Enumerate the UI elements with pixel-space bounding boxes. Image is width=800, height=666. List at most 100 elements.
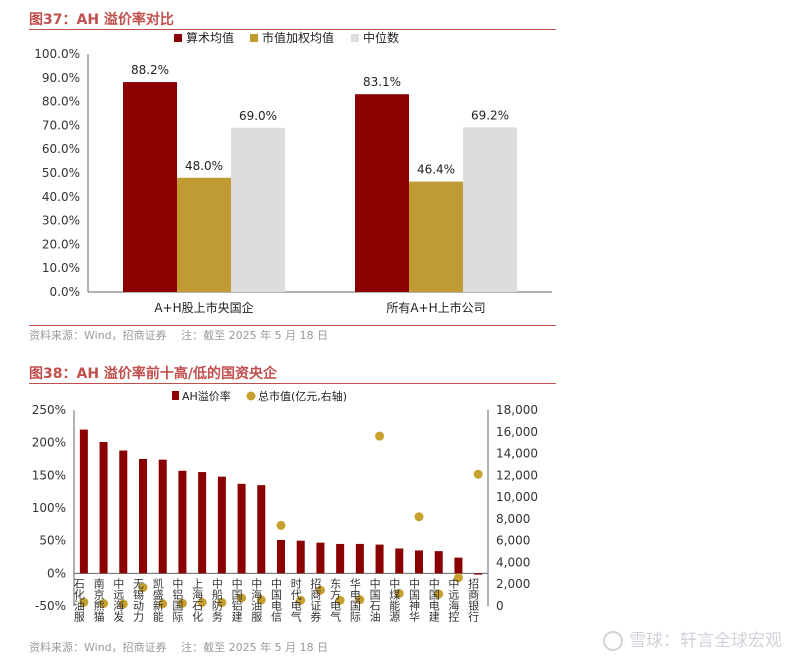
chart1-x-tick-label: 所有A+H上市公司 <box>386 300 485 315</box>
chart2-bar <box>257 485 266 574</box>
chart2-x-tick-label: 招商银行 <box>467 577 480 623</box>
chart1-bar <box>355 94 409 292</box>
chart1-data-label: 69.2% <box>471 108 509 122</box>
chart2-bar <box>217 476 226 574</box>
chart2-bar <box>277 540 285 574</box>
chart2-marketcap-point <box>315 585 325 595</box>
chart2-x-tick-label: 中远海发 <box>112 578 125 623</box>
chart2-source: 资料来源：Wind，招商证券 注：截至 2025 年 5 月 18 日 <box>29 641 329 654</box>
chart2-x-tick-label: 凯盛新能 <box>151 578 164 623</box>
watermark: 雪球：轩言全球宏观 <box>603 626 782 651</box>
chart2-marketcap-point <box>276 520 286 530</box>
chart2-left-tick-label: 150% <box>32 468 66 482</box>
chart2-bar <box>139 459 147 574</box>
chart2-title-rule <box>29 383 556 384</box>
chart1-bar <box>177 177 231 292</box>
chart1-y-tick-label: 30.0% <box>42 214 80 228</box>
chart2-x-tick-label: 华电国际 <box>348 577 361 623</box>
chart2-left-tick-label: 0% <box>47 566 66 580</box>
chart2-bar <box>158 459 167 574</box>
chart1-x-tick-label: A+H股上市央国企 <box>154 300 253 315</box>
chart2-marketcap-point <box>197 597 207 607</box>
chart2-marketcap-point <box>99 598 109 608</box>
chart2-legend-label: 总市值(亿元,右轴) <box>258 389 347 403</box>
chart2-marketcap-point <box>177 598 187 608</box>
chart1-legend-label: 算术均值 <box>186 30 234 45</box>
chart1-y-tick-label: 10.0% <box>42 261 80 275</box>
chart2-bar <box>119 450 128 574</box>
chart2-bar <box>198 472 207 574</box>
chart1-data-label: 48.0% <box>185 159 223 173</box>
chart2-x-tick-label: 中国铝建 <box>230 578 243 623</box>
chart2-x-tick-label: 石化油服 <box>72 578 85 623</box>
chart1-title: 图37：AH 溢价率对比 <box>29 12 174 28</box>
chart2-bar <box>474 573 483 575</box>
chart2-marketcap-point <box>79 597 89 607</box>
chart2-x-tick-label: 无锡动力 <box>132 578 145 622</box>
chart2-bar <box>237 483 246 574</box>
chart2-legend-swatch <box>246 391 256 401</box>
chart2-marketcap-point <box>296 595 306 605</box>
chart1-y-tick-label: 40.0% <box>42 190 80 204</box>
chart1-y-tick-label: 0.0% <box>50 285 81 299</box>
chart2-marketcap-point <box>414 512 424 522</box>
chart1-source: 资料来源：Wind，招商证券 注：截至 2025 年 5 月 18 日 <box>29 329 329 342</box>
chart2-x-tick-label: 中国石油 <box>368 578 381 622</box>
chart2-right-tick-label: 2,000 <box>496 577 530 591</box>
chart2-legend-swatch <box>172 391 179 400</box>
chart2-left-tick-label: 50% <box>39 534 66 548</box>
chart2-right-tick-label: 16,000 <box>496 425 538 439</box>
chart2-bar <box>336 543 345 574</box>
chart2-bar <box>355 543 364 574</box>
chart2-marketcap-point <box>394 588 404 598</box>
chart2-marketcap-point <box>434 589 444 599</box>
chart1-y-tick-label: 20.0% <box>42 237 80 251</box>
chart2-right-tick-label: 8,000 <box>496 512 530 526</box>
chart2-bar <box>316 542 325 574</box>
chart2-bar <box>415 550 423 574</box>
chart1-legend-label: 中位数 <box>363 30 399 45</box>
chart2-x-tick-label: 上海石化 <box>191 578 204 623</box>
chart2-marketcap-point <box>158 599 168 609</box>
chart2-bar <box>99 442 108 574</box>
chart2-x-tick-label: 中铝国际 <box>171 578 184 623</box>
chart2-right-tick-label: 12,000 <box>496 468 538 482</box>
chart2-bar <box>178 470 187 574</box>
chart2-left-tick-label: 200% <box>32 436 66 450</box>
chart1-legend-swatch <box>250 34 258 42</box>
chart2-bar <box>375 544 384 574</box>
chart1-source-rule <box>29 325 556 326</box>
chart2-marketcap-point <box>375 431 385 441</box>
chart2-bar <box>79 429 88 574</box>
chart2-x-tick-label: 招商证券 <box>309 577 322 622</box>
chart2-x-tick-label: 中国神华 <box>408 578 421 622</box>
chart1-data-label: 46.4% <box>417 163 455 177</box>
chart2-bar <box>296 540 305 574</box>
chart1-legend-label: 市值加权均值 <box>262 30 334 45</box>
chart2-marketcap-point <box>355 595 365 605</box>
snowball-logo-icon <box>603 631 623 651</box>
chart1-bar <box>409 181 463 292</box>
chart1-bar <box>231 127 285 292</box>
chart1-title-rule <box>29 29 556 30</box>
chart2-x-tick-label: 中远海控 <box>447 578 460 622</box>
chart2-marketcap-point <box>138 582 148 592</box>
chart2-bar <box>395 548 404 574</box>
chart2-marketcap-point <box>217 598 227 608</box>
chart2-bar <box>434 551 443 574</box>
chart2-right-tick-label: 14,000 <box>496 447 538 461</box>
chart2-left-tick-label: -50% <box>35 599 66 613</box>
chart2-x-tick-label: 中国电建 <box>427 578 440 623</box>
chart1-legend-swatch <box>351 34 359 42</box>
chart1-data-label: 88.2% <box>131 63 169 77</box>
chart1-bar <box>463 127 517 292</box>
chart2-x-tick-label: 南京熊猫 <box>92 578 105 622</box>
chart1-bar <box>123 82 177 292</box>
chart2-left-tick-label: 100% <box>32 501 66 515</box>
chart2-marketcap-point <box>453 573 463 583</box>
chart2-marketcap-point <box>256 595 266 605</box>
chart2-right-tick-label: 4,000 <box>496 555 530 569</box>
chart1-y-tick-label: 60.0% <box>42 142 80 156</box>
chart2-marketcap-point <box>473 469 483 479</box>
